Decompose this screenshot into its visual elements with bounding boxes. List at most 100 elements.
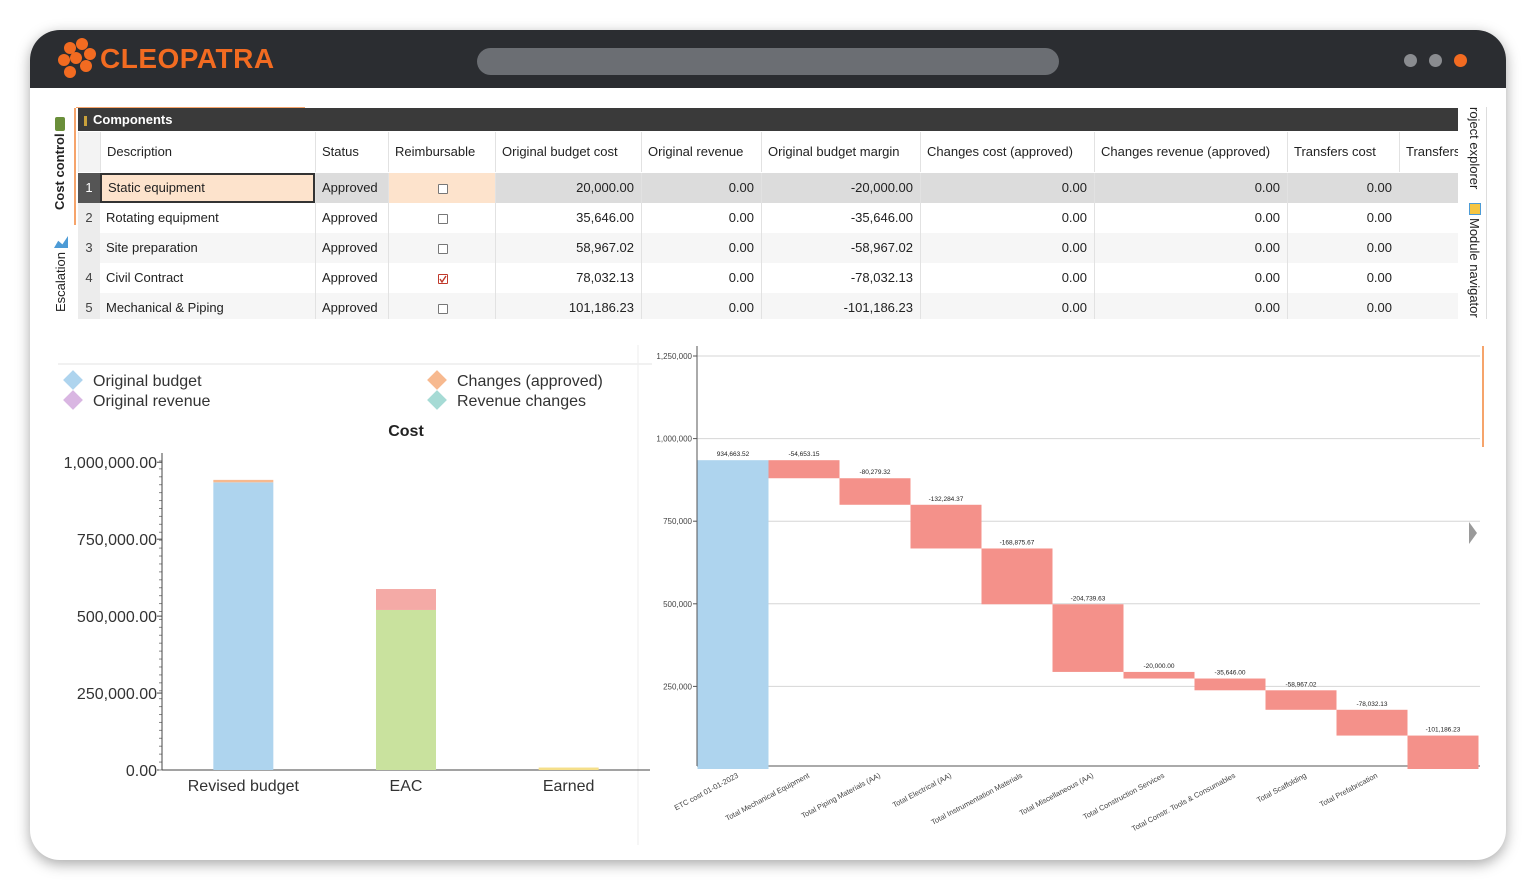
y-tick-label: 500,000 <box>663 600 692 609</box>
bar-segment <box>213 479 274 483</box>
x-tick-label: Total Prefabrication <box>1318 771 1379 809</box>
waterfall-bar <box>768 460 840 479</box>
waterfall-bar <box>1265 690 1337 710</box>
y-tick-label: 0.00 <box>126 763 157 780</box>
value-cell: 35,646.00 <box>495 203 641 233</box>
value-cell: 0.00 <box>641 203 761 233</box>
checkbox[interactable] <box>438 304 448 314</box>
row-bg <box>78 293 1458 319</box>
bar-segment <box>376 609 436 770</box>
x-tick-label: ETC cost 01-01-2023 <box>673 771 740 812</box>
value-cell: 0.00 <box>920 293 1094 319</box>
row-bg <box>78 263 1458 293</box>
value-cell: 0.00 <box>641 263 761 293</box>
waterfall-chart: 250,000 500,000 750,000 1,000,000 1,250,000 9… <box>656 346 1480 833</box>
column-header: Original budget margin <box>761 132 920 172</box>
waterfall-bar <box>981 548 1053 605</box>
value-label: -204,739.63 <box>1071 595 1106 602</box>
waterfall-bar <box>839 478 911 505</box>
value-label: -101,186.23 <box>1426 727 1461 734</box>
value-cell: 0.00 <box>641 293 761 319</box>
column-header: Status <box>315 132 388 172</box>
value-cell: 0.00 <box>1094 293 1287 319</box>
value-cell: 0.00 <box>920 263 1094 293</box>
checkbox[interactable] <box>438 184 448 194</box>
title-bar: CLEOPATRA <box>30 30 1506 88</box>
bar-segment <box>538 767 599 770</box>
column-header: Description <box>100 132 315 172</box>
value-cell: 0.00 <box>1287 173 1399 203</box>
column-header: Changes revenue (approved) <box>1094 132 1287 172</box>
window-dot[interactable] <box>1454 54 1467 67</box>
value-cell: 0.00 <box>920 173 1094 203</box>
value-label: -168,875.67 <box>1000 539 1035 546</box>
x-tick-label: Earned <box>543 778 595 795</box>
value-cell: 0.00 <box>1094 173 1287 203</box>
waterfall-bar <box>1336 709 1408 736</box>
table-title: Components <box>93 112 173 127</box>
y-tick-label: 500,000.00 <box>77 609 157 626</box>
logo-icon <box>58 38 96 78</box>
row-number: 4 <box>78 263 100 293</box>
bar-segment <box>213 482 274 770</box>
components-table: Components Description Status Reimbursable… <box>78 108 1458 319</box>
row-bg <box>78 233 1458 263</box>
value-cell: 78,032.13 <box>495 263 641 293</box>
value-cell: 58,967.02 <box>495 233 641 263</box>
legend-label: Changes (approved) <box>457 373 603 390</box>
waterfall-bar <box>1123 671 1195 679</box>
legend-label: Original revenue <box>93 393 211 410</box>
waterfall-bar <box>1194 678 1266 691</box>
description-cell[interactable]: Rotating equipment <box>106 210 219 225</box>
checkbox[interactable] <box>438 244 448 254</box>
value-cell: 0.00 <box>641 233 761 263</box>
legend-label: Revenue changes <box>457 393 586 410</box>
description-cell[interactable]: Civil Contract <box>106 270 184 285</box>
table-header-bar: Components <box>78 108 1458 131</box>
legend-label: Original budget <box>93 373 202 390</box>
plot-area: 934,663.52 -54,653.15 -80,279.32 -132,284.3… <box>697 451 1479 769</box>
checkbox[interactable] <box>438 214 448 224</box>
legend-swatch <box>63 370 83 390</box>
value-label: -20,000.00 <box>1143 663 1174 670</box>
expand-arrow[interactable] <box>1469 522 1477 544</box>
value-cell: 0.00 <box>1287 293 1399 319</box>
description-cell[interactable]: Site preparation <box>106 240 198 255</box>
cost-chart: Original budget Changes (approved) Origina… <box>63 370 650 795</box>
description-cell[interactable]: Mechanical & Piping <box>106 300 224 315</box>
legend-swatch <box>63 390 83 410</box>
status-cell: Approved <box>315 293 388 319</box>
y-tick-label: 250,000 <box>663 682 692 691</box>
value-cell: 0.00 <box>1287 233 1399 263</box>
value-cell: 0.00 <box>920 233 1094 263</box>
x-tick-label: Total Scaffolding <box>1255 771 1308 805</box>
value-cell: -58,967.02 <box>761 233 920 263</box>
value-cell: 0.00 <box>1287 263 1399 293</box>
bar-segment <box>376 589 436 610</box>
value-cell: 0.00 <box>1094 203 1287 233</box>
checkbox[interactable] <box>438 274 448 284</box>
value-label: -80,279.32 <box>859 469 890 476</box>
x-tick-label: Revised budget <box>188 778 300 795</box>
value-cell: 0.00 <box>1287 203 1399 233</box>
value-cell: 0.00 <box>641 173 761 203</box>
search-bar[interactable] <box>477 48 1059 75</box>
window-dot[interactable] <box>1404 54 1417 67</box>
y-tick-label: 1,250,000 <box>656 352 692 361</box>
value-cell: -35,646.00 <box>761 203 920 233</box>
value-label: -35,646.00 <box>1214 670 1245 677</box>
tab-indicator <box>74 108 76 225</box>
divider <box>1486 107 1487 319</box>
value-cell: -101,186.23 <box>761 293 920 319</box>
x-tick-label: Total Electrical (AA) <box>891 771 953 810</box>
status-cell: Approved <box>315 263 388 293</box>
status-cell: Approved <box>315 173 388 203</box>
description-cell[interactable]: Static equipment <box>100 173 315 203</box>
window-dot[interactable] <box>1429 54 1442 67</box>
waterfall-bar <box>1407 735 1479 769</box>
value-label: -132,284.37 <box>929 496 964 503</box>
column-header: Reimbursable <box>388 132 495 172</box>
value-cell: -78,032.13 <box>761 263 920 293</box>
column-header: Transfers cost <box>1287 132 1399 172</box>
